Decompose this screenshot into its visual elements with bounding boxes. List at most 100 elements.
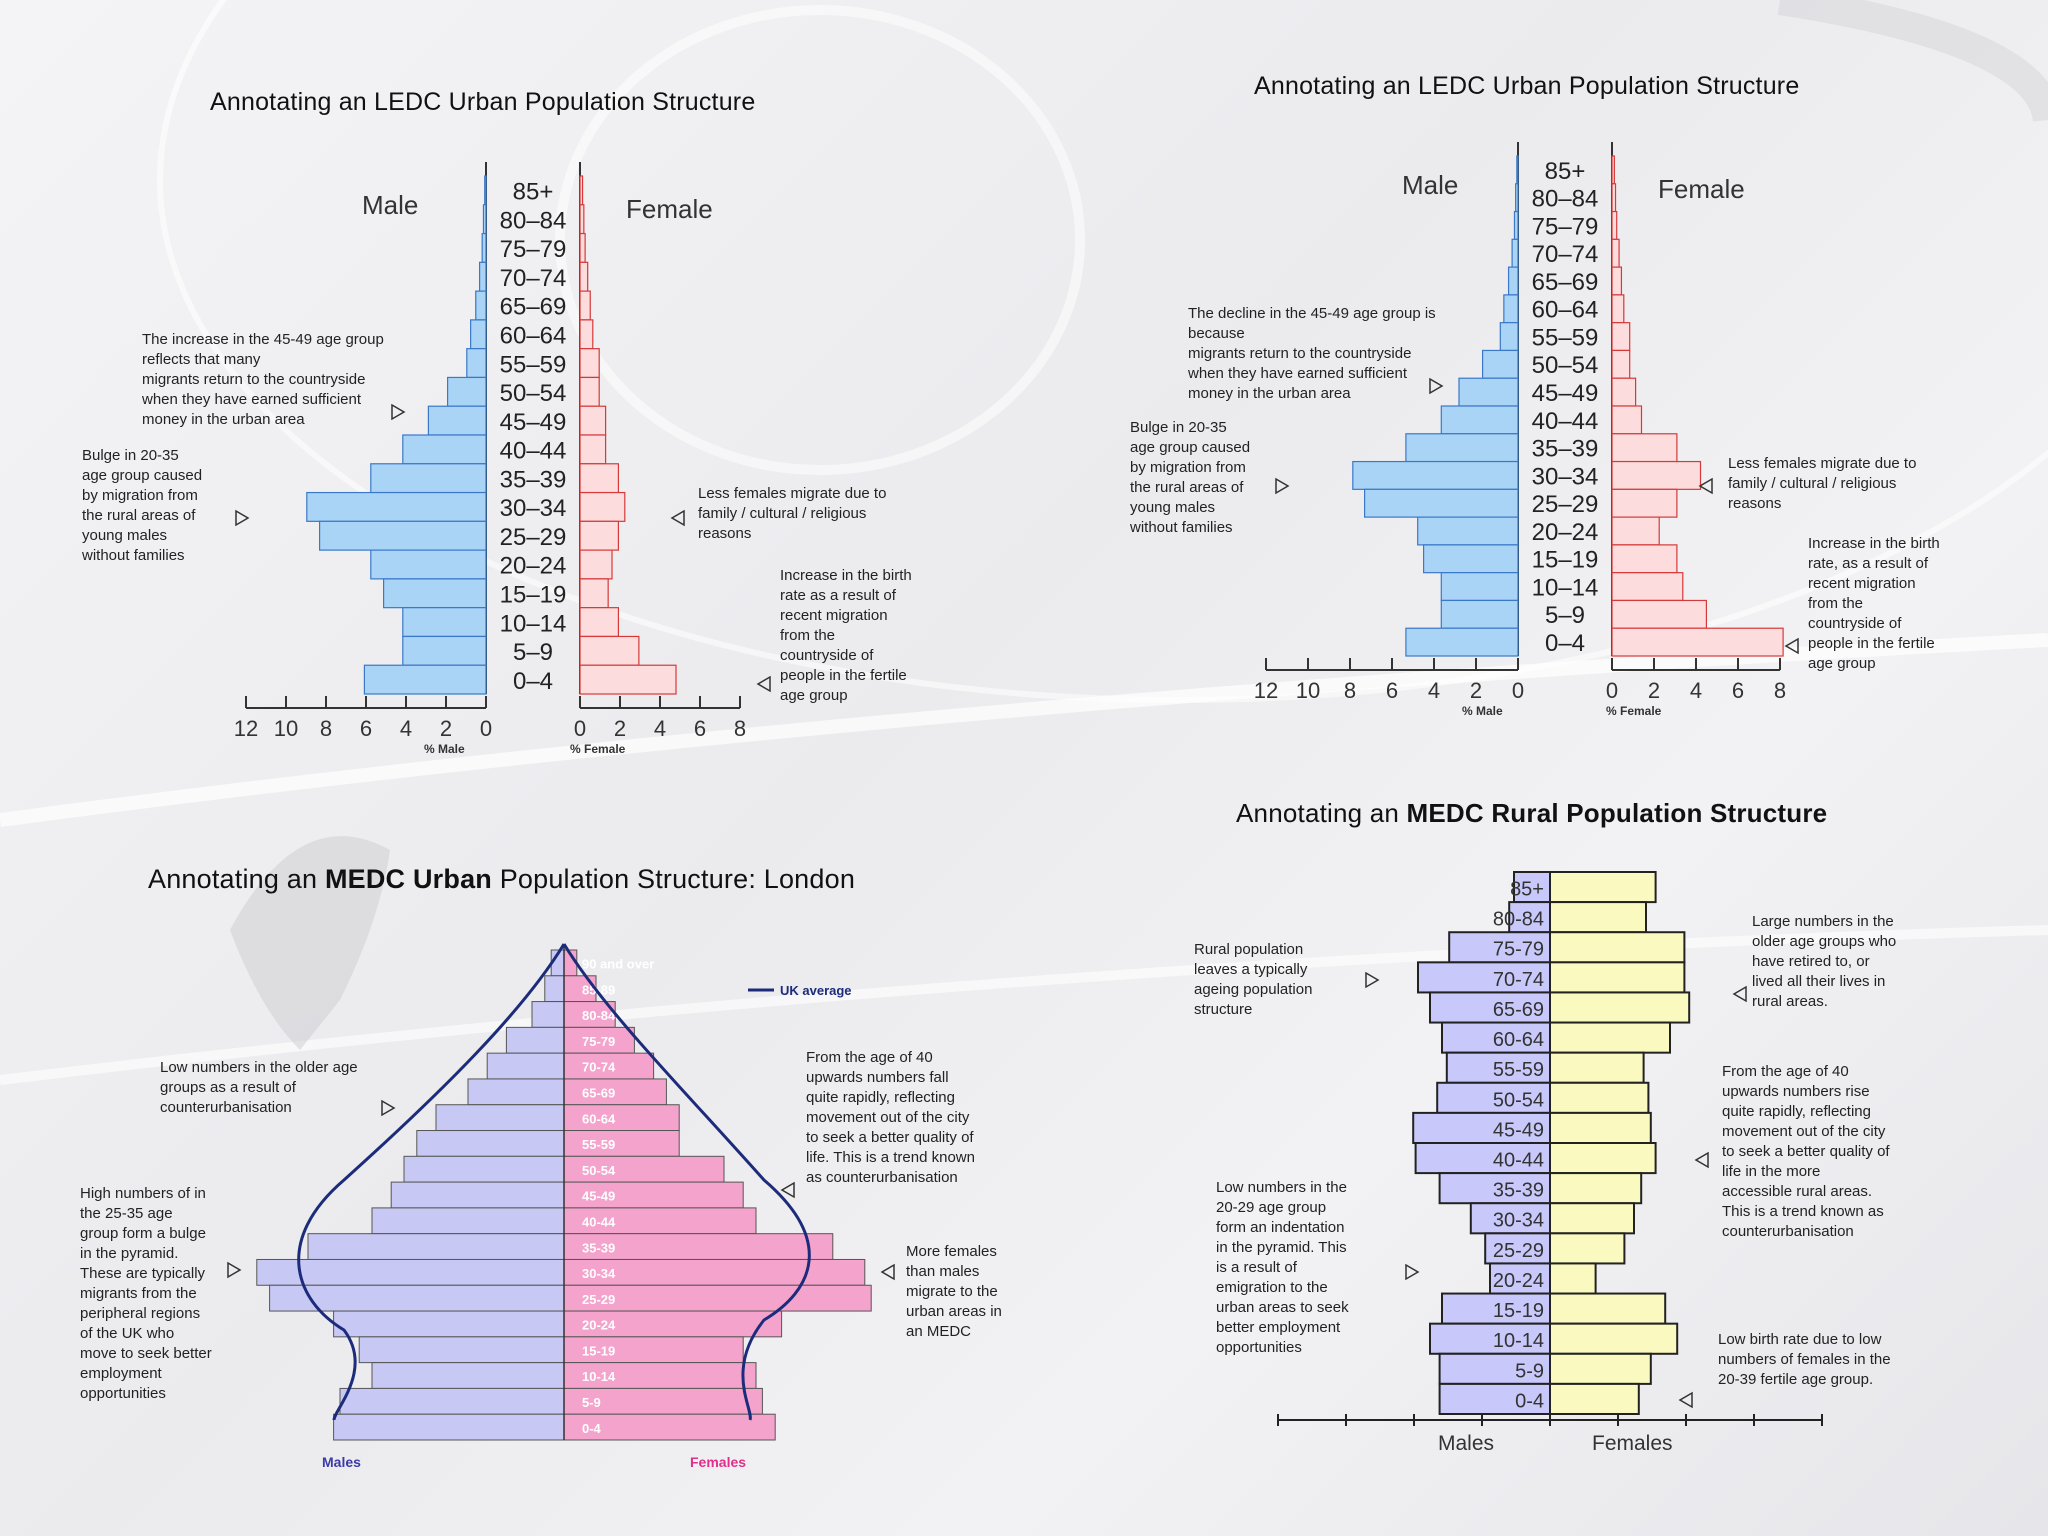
london-age-label: 0-4 [582, 1421, 602, 1436]
london-female-bar [563, 1284, 872, 1312]
ledc1-age-label: 45–49 [500, 409, 567, 436]
ledc1-age-label: 40–44 [500, 438, 567, 465]
london-male-bar [333, 1413, 565, 1441]
london-female-bar [563, 1052, 655, 1080]
rural-females-label: Females [1592, 1432, 1673, 1455]
ledc1-age-label: 60–64 [500, 322, 567, 349]
ledc1-note-birth: Increase in the birth rate as a result o… [780, 567, 912, 704]
ledc2-age-label: 40–44 [1532, 408, 1599, 435]
london-age-label: 90 and over [582, 957, 654, 972]
ledc1-age-label: 35–39 [500, 466, 567, 493]
london-male-bar [256, 1258, 565, 1286]
ledc2-male-tick-label: 4 [1428, 678, 1440, 703]
ledc1-male-tick-label: 0 [480, 716, 492, 741]
rural-title: Annotating an MEDC Rural Population Stru… [1236, 798, 1828, 828]
ledc1-xlabel-female: % Female [570, 742, 626, 756]
ledc1-male-bar [319, 520, 487, 551]
ledc2-female-label: Female [1658, 174, 1745, 204]
ledc1-male-tick-label: 8 [320, 716, 332, 741]
rural-note-large-older: Large numbers in the older age groups wh… [1752, 913, 1897, 1010]
ledc2-annotation-arrow-icon [1698, 477, 1713, 495]
ledc2-male-bar [1458, 377, 1519, 407]
ledc1-female-bar [579, 405, 607, 436]
ledc2-age-label: 50–54 [1532, 352, 1599, 379]
ledc2-female-tick-label: 6 [1732, 678, 1744, 703]
london-female-bar [563, 1104, 680, 1132]
rural-annotation-arrow-icon [1365, 971, 1380, 989]
rural-male-bar [1441, 1292, 1551, 1325]
rural-female-bar [1549, 871, 1657, 904]
ledc2-male-bar [1405, 627, 1519, 657]
rural-age-label: 65-69 [1493, 999, 1544, 1021]
london-age-label: 70-74 [582, 1060, 616, 1075]
london-age-label: 80-84 [582, 1008, 616, 1023]
ledc2-title: Annotating an LEDC Urban Population Stru… [1254, 72, 1800, 100]
ledc1-male-tick-label: 10 [274, 716, 298, 741]
rural-age-label: 30-34 [1493, 1210, 1544, 1232]
ledc1-male-label: Male [362, 190, 419, 220]
london-age-label: 25-29 [582, 1292, 615, 1307]
rural-female-bar [1549, 901, 1647, 934]
rural-annotation-arrow-icon [1694, 1151, 1709, 1169]
ledc2-age-label: 80–84 [1532, 186, 1599, 213]
rural-note-ageing: Rural population leaves a typically agei… [1194, 941, 1313, 1018]
ledc2-male-tick-label: 8 [1344, 678, 1356, 703]
ledc1-female-bar [579, 549, 613, 580]
london-legend-label: UK average [780, 983, 852, 998]
ledc1-female-tick-label: 2 [614, 716, 626, 741]
ledc2-male-tick-label: 10 [1296, 678, 1320, 703]
ledc1-title: Annotating an LEDC Urban Population Stru… [210, 88, 756, 116]
rural-male-bar [1438, 1382, 1551, 1416]
rural-note-from40: From the age of 40 upwards numbers rise … [1722, 1063, 1890, 1240]
ledc1-male-tick-label: 4 [400, 716, 412, 741]
rural-note-low-birth: Low birth rate due to low numbers of fem… [1718, 1331, 1891, 1388]
rural-male-bar [1429, 1322, 1551, 1355]
ledc1-age-label: 70–74 [500, 265, 567, 292]
ledc2-age-label: 55–59 [1532, 324, 1599, 351]
london-female-bar [563, 1001, 616, 1028]
rural-female-bar [1549, 931, 1686, 964]
ledc1-male-bar [427, 405, 487, 436]
rural-note-low-20-29: Low numbers in the 20-29 age group form … [1216, 1179, 1349, 1356]
ledc1-female-tick-label: 4 [654, 716, 666, 741]
rural-age-label: 60-64 [1493, 1029, 1544, 1051]
london-age-label: 30-34 [582, 1266, 616, 1281]
ledc1-age-label: 85+ [513, 179, 554, 206]
rural-female-bar [1549, 1292, 1667, 1325]
london-age-label: 85-89 [582, 982, 615, 997]
london-male-bar [531, 1001, 565, 1028]
ledc2-note-fewer-females: Less females migrate due to family / cul… [1728, 455, 1917, 512]
rural-male-bar [1484, 1232, 1551, 1265]
ledc1-age-label: 5–9 [513, 639, 553, 666]
ledc2-age-label: 35–39 [1532, 436, 1599, 463]
ledc1-age-label: 55–59 [500, 351, 567, 378]
london-male-bar [269, 1284, 565, 1312]
ledc2-age-label: 5–9 [1545, 602, 1585, 629]
ledc1-age-label: 0–4 [513, 668, 553, 695]
london-age-label: 20-24 [582, 1318, 616, 1333]
london-age-label: 75-79 [582, 1034, 615, 1049]
rural-female-bar [1549, 991, 1691, 1024]
rural-female-bar [1549, 1142, 1657, 1175]
rural-annotation-arrow-icon [1732, 985, 1747, 1003]
ledc1-age-label: 10–14 [500, 610, 567, 637]
ledc2-age-label: 25–29 [1532, 491, 1599, 518]
london-age-label: 15-19 [582, 1343, 615, 1358]
ledc2-age-label: 10–14 [1532, 574, 1599, 601]
london-male-bar [390, 1181, 565, 1209]
rural-age-label: 80-84 [1493, 909, 1544, 931]
ledc2-male-tick-label: 2 [1470, 678, 1482, 703]
rural-male-bar [1513, 871, 1551, 904]
ledc1-male-bar [306, 491, 487, 522]
ledc1-female-tick-label: 8 [734, 716, 746, 741]
london-annotation-arrow-icon [880, 1263, 895, 1281]
ledc1-annotation-arrow-icon [670, 509, 685, 527]
london-age-label: 55-59 [582, 1137, 615, 1152]
london-age-label: 65-69 [582, 1086, 615, 1101]
ledc2-annotation-arrow-icon [1784, 637, 1799, 655]
london-female-bar [563, 1413, 776, 1441]
ledc2-age-label: 0–4 [1545, 630, 1585, 657]
ledc1-age-label: 80–84 [500, 207, 567, 234]
rural-age-label: 70-74 [1493, 969, 1544, 991]
